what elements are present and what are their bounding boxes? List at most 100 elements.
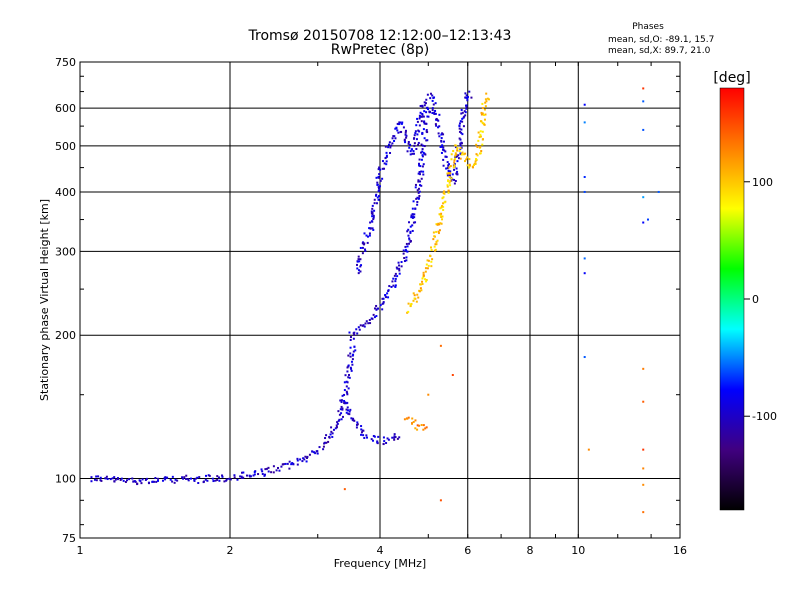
data-point [475,158,478,161]
data-point [242,471,245,474]
data-point [361,246,364,249]
data-point [456,149,459,152]
data-point [233,476,236,479]
data-point [345,411,348,414]
data-point [416,196,419,199]
data-point [420,289,423,292]
data-point [364,322,367,325]
data-point [181,476,184,479]
data-point [642,467,645,470]
data-point [432,238,435,241]
data-point [357,258,360,261]
data-point [475,153,478,156]
data-point [111,477,114,480]
data-point [397,261,400,264]
data-point [190,477,193,480]
colorbar-label: [deg] [713,70,750,86]
data-point [587,448,590,451]
data-point [450,158,453,161]
data-point [439,145,442,148]
data-point [427,393,430,396]
data-point [443,190,446,193]
data-point [425,279,428,282]
data-point [427,259,430,262]
data-point [376,441,379,444]
data-point [278,469,281,472]
data-point [449,179,452,182]
data-point [346,370,349,373]
data-point [484,101,487,104]
data-point [426,131,429,134]
data-point [409,231,412,234]
data-point [362,434,365,437]
data-point [97,475,100,478]
data-point [370,220,373,223]
data-point [437,232,440,235]
data-point [373,209,376,212]
data-point [368,232,371,235]
data-point [377,198,380,201]
data-point [286,462,289,465]
data-point [393,139,396,142]
data-point [453,168,456,171]
data-point [119,478,122,481]
data-point [440,216,443,219]
data-point [406,150,409,153]
data-point [387,143,390,146]
data-point [370,210,373,213]
data-point [422,144,425,147]
x-axis-ticks: 1 2 4 6 8 10 16 [77,62,687,557]
data-point [411,215,414,218]
data-point [360,264,363,267]
data-point [316,450,319,453]
data-point [371,204,374,207]
data-point [463,160,466,163]
data-point [377,435,380,438]
data-point [451,173,454,176]
data-point [414,419,417,422]
data-point [440,212,443,215]
data-point [378,195,381,198]
data-point [411,213,414,216]
data-point [116,477,119,480]
data-point [419,283,422,286]
data-point [454,179,457,182]
data-point [465,107,468,110]
data-point [365,234,368,237]
data-point [385,154,388,157]
data-point [371,211,374,214]
data-point [341,407,344,410]
data-point [303,458,306,461]
data-point [356,260,359,263]
data-point [346,381,349,384]
data-point [415,147,418,150]
data-point [410,302,413,305]
data-point [479,145,482,148]
data-point [421,277,424,280]
data-point [282,463,285,466]
colorbar-ticks: 100 0 -100 [744,176,777,423]
data-point [396,275,399,278]
data-point [344,374,347,377]
data-point [431,94,434,97]
data-point [373,316,376,319]
data-point [128,478,131,481]
data-point [328,436,331,439]
data-point [448,174,451,177]
data-point [377,187,380,190]
data-point [415,197,418,200]
data-point [458,125,461,128]
data-point [423,122,426,125]
data-point [223,480,226,483]
data-point [358,328,361,331]
data-point [339,399,342,402]
y-tick-label: 300 [55,245,76,258]
data-point [447,170,450,173]
data-point [439,499,442,502]
data-point [419,165,422,168]
x-tick-label: 8 [527,544,534,557]
data-point [267,470,270,473]
data-point [414,186,417,189]
data-point [485,100,488,103]
data-point [353,345,356,348]
